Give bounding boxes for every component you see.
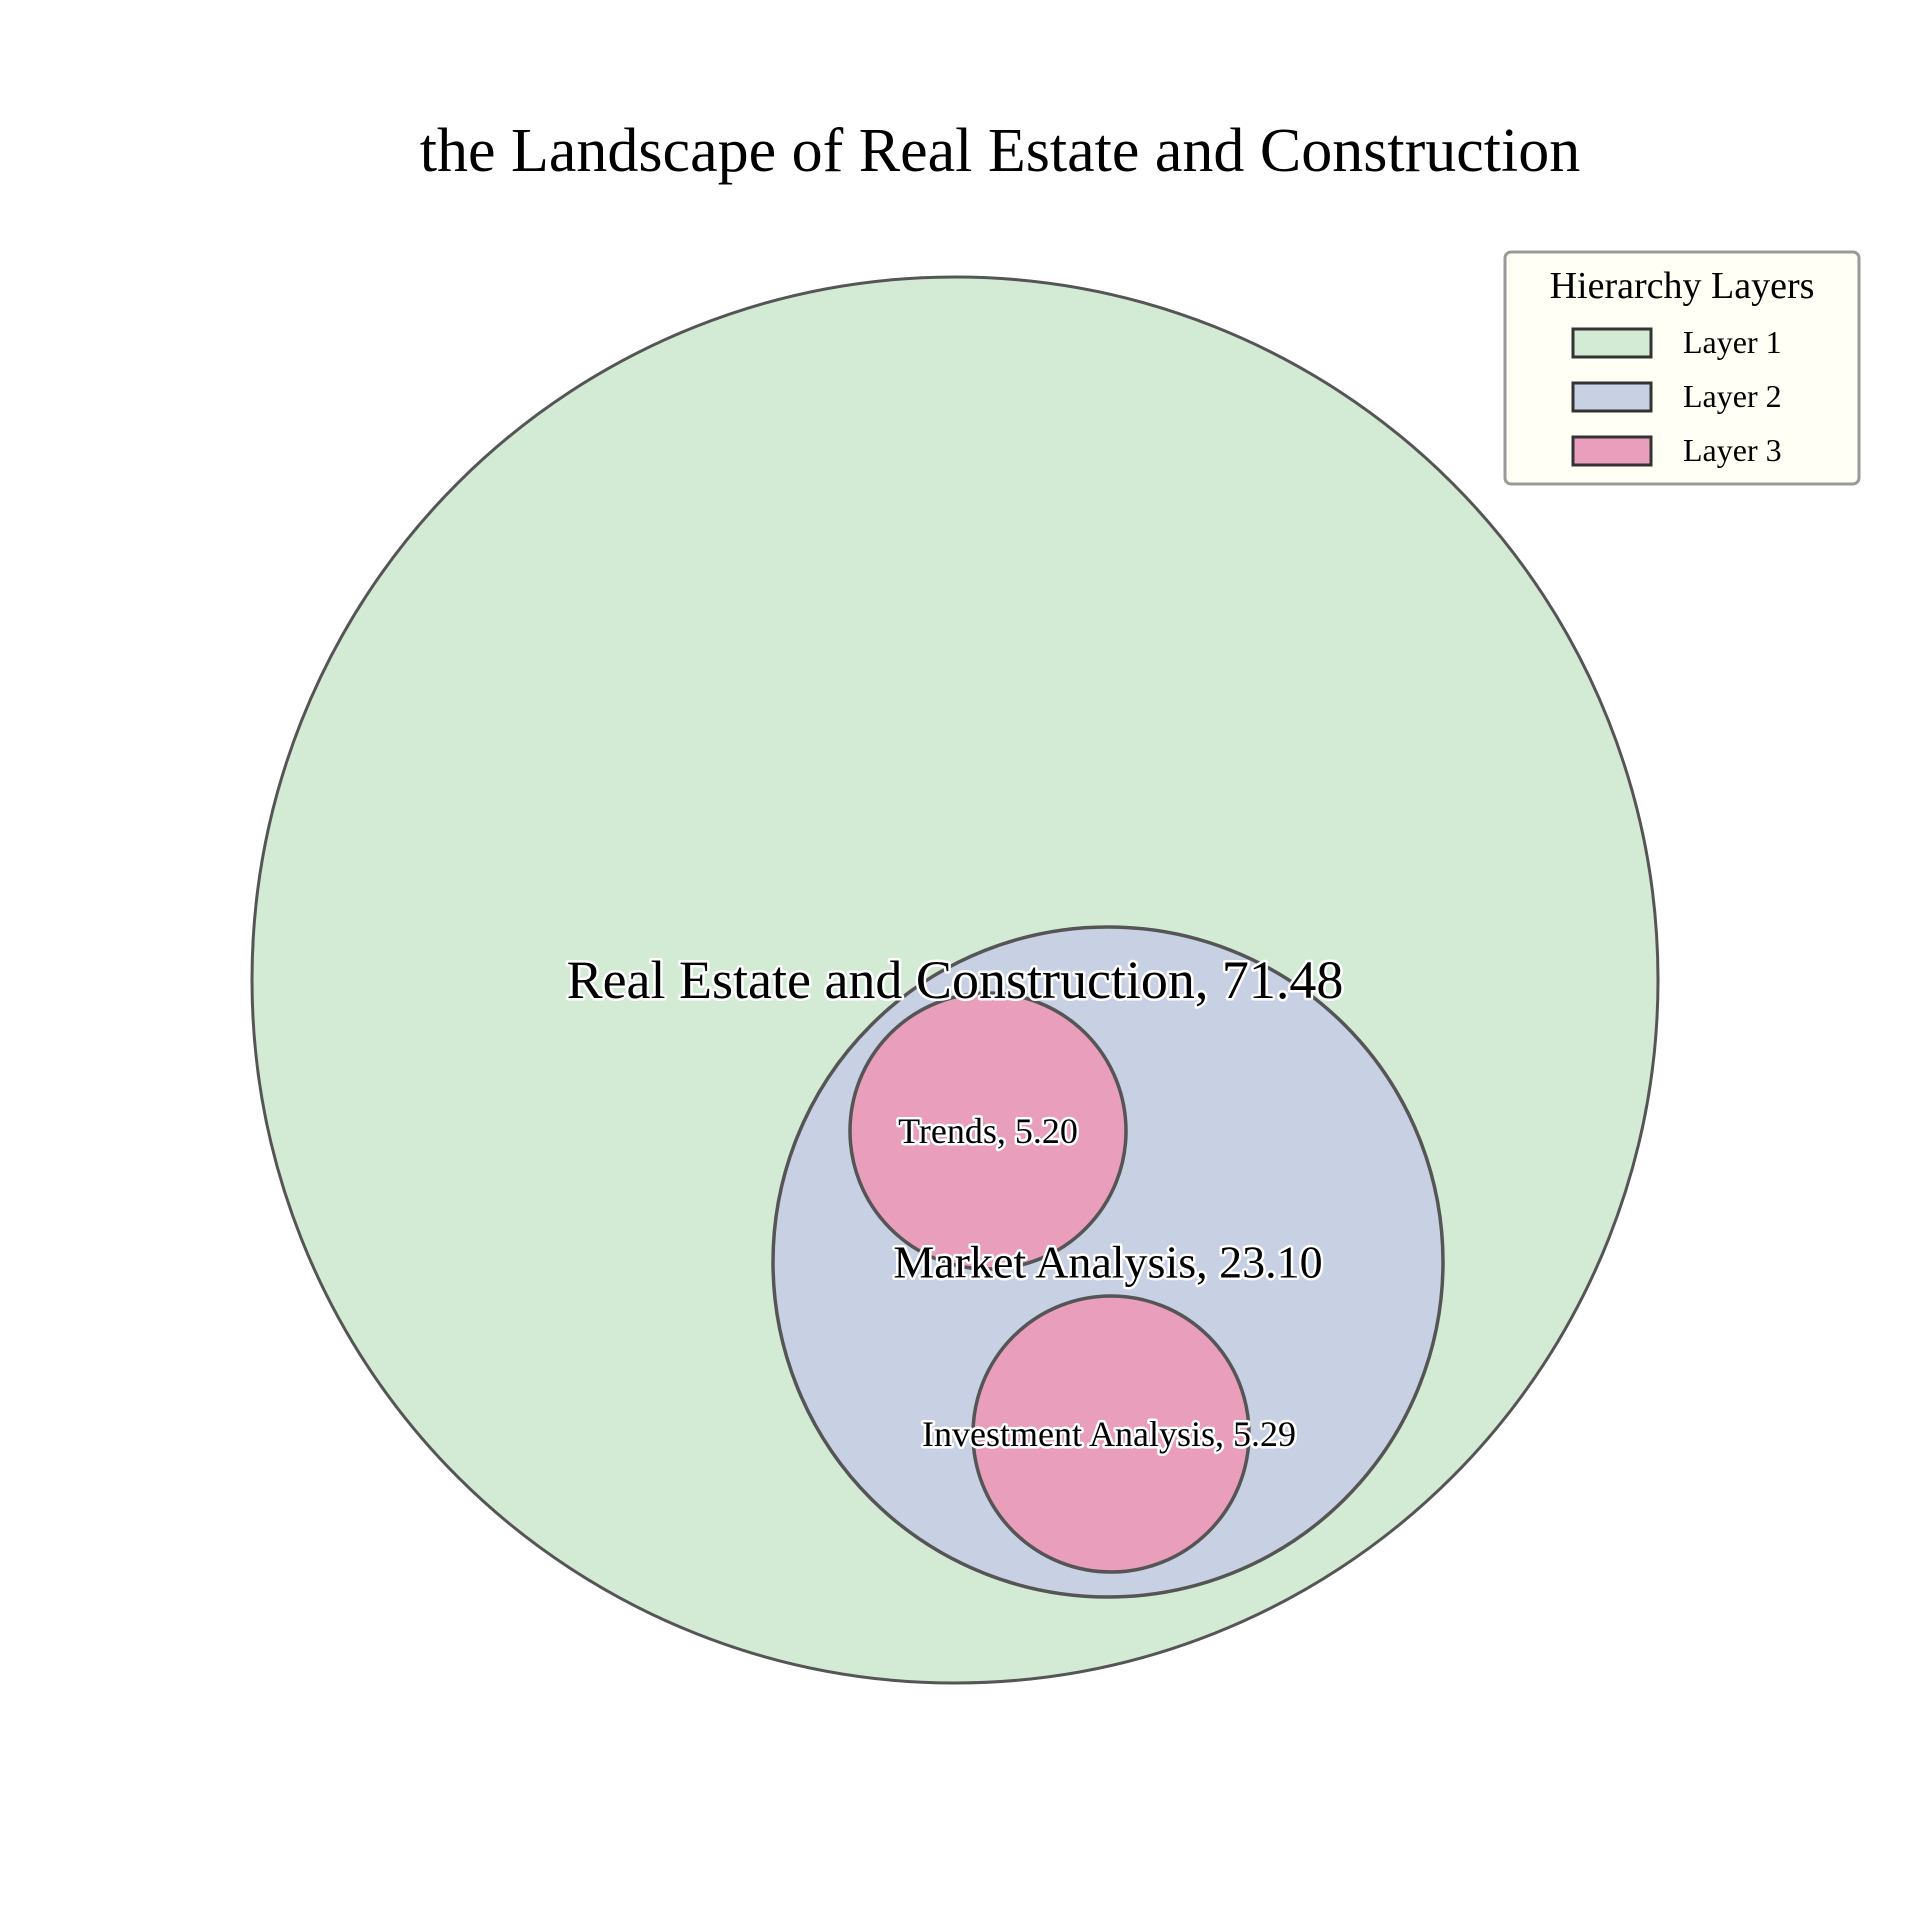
circles-group [250,275,1660,1685]
legend-swatch-layer-2 [1571,381,1653,413]
legend-entries: Layer 1 Layer 2 Layer 3 [1571,324,1782,468]
label-market: Market Analysis, 23.10 [893,1237,1322,1288]
legend-box [1503,250,1861,486]
chart-title: the Landscape of Real Estate and Constru… [420,117,1580,185]
legend-label-layer-1: Layer 1 [1683,324,1782,360]
legend-title: Hierarchy Layers [1550,265,1815,307]
circle-investment [971,1294,1251,1574]
label-investment: Investment Analysis, 5.29 [922,1414,1296,1454]
legend-swatch-layer-3 [1571,435,1653,467]
legend-label-layer-3: Layer 3 [1683,432,1782,468]
label-trends: Trends, 5.20 [898,1111,1078,1151]
circle-trends [848,991,1128,1271]
legend: Hierarchy Layers Layer 1 Layer 2 Layer 3 [1503,250,1861,486]
labels-group: Real Estate and Construction, 71.48 Marke… [564,948,1346,1457]
legend-swatch-layer-1 [1571,327,1653,359]
label-root: Real Estate and Construction, 71.48 [567,950,1344,1010]
legend-label-layer-2: Layer 2 [1683,378,1782,414]
